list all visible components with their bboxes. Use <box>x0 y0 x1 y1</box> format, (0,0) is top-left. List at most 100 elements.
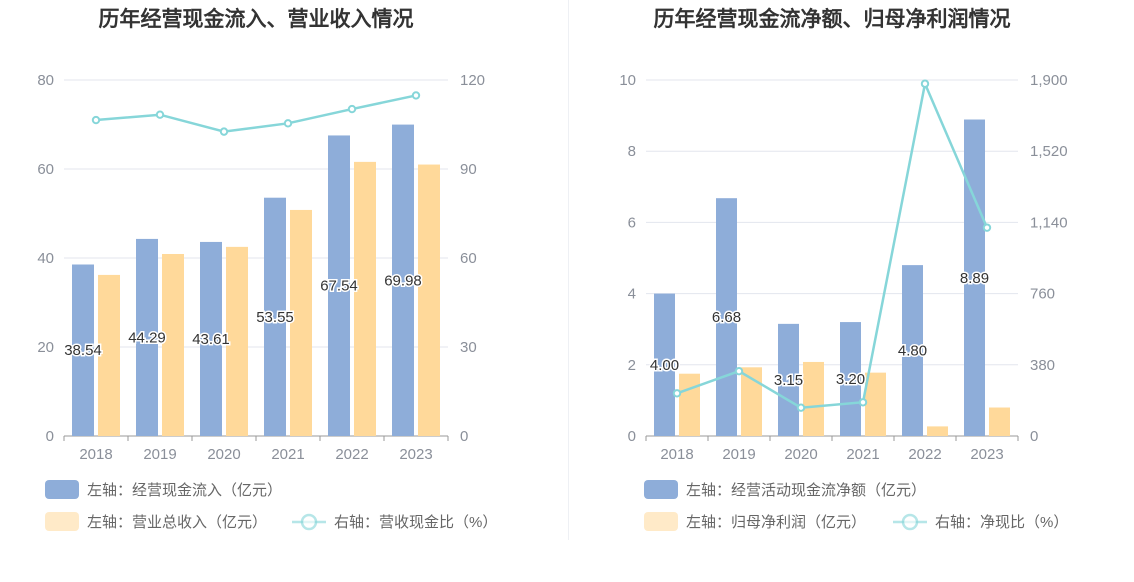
line-point <box>283 119 293 128</box>
bar-primary <box>654 293 675 436</box>
legend-swatch-point <box>300 513 318 531</box>
line-point <box>347 104 357 114</box>
bar-secondary <box>803 361 824 436</box>
series-line <box>676 79 989 409</box>
x-tick-label: 2020 <box>784 446 817 463</box>
bar-primary <box>964 119 985 437</box>
y-left-tick-label: 2 <box>628 357 636 374</box>
data-label: 38.54 <box>64 342 102 359</box>
bar-secondary <box>679 373 700 436</box>
bar-secondary <box>418 164 440 437</box>
series-line <box>95 94 417 133</box>
y-right-tick-label: 0 <box>460 428 468 445</box>
bar-primary <box>200 241 222 436</box>
bar-secondary <box>989 407 1010 436</box>
bar-primary <box>328 135 350 436</box>
data-label: 4.80 <box>898 343 927 360</box>
y-right-tick-label: 1,900 <box>1030 72 1068 89</box>
line-point <box>91 115 101 125</box>
data-label: 43.61 <box>192 331 230 348</box>
bar-primary <box>902 265 923 436</box>
legend-swatch-bar <box>45 512 79 531</box>
x-tick-label: 2023 <box>399 446 432 463</box>
bar-secondary <box>927 426 948 436</box>
line-point <box>672 389 682 398</box>
bar-primary <box>72 264 94 436</box>
chart-title: 历年经营现金流入、营业收入情况 <box>99 7 414 31</box>
data-label: 4.00 <box>650 357 679 374</box>
line-point <box>734 366 744 376</box>
panel-divider <box>568 0 569 540</box>
bar-primary <box>264 197 286 436</box>
chart-left: 历年经营现金流入、营业收入情况 0 20 40 60 80 0 30 60 90 120 2018 20… <box>37 7 497 531</box>
line-point <box>219 127 229 136</box>
legend-label: 右轴：净现比（%） <box>935 514 1068 531</box>
x-tick-label: 2019 <box>722 446 755 463</box>
y-left-tick-label: 6 <box>628 214 636 231</box>
y-right-tick-label: 30 <box>460 339 477 356</box>
bar-primary <box>136 238 158 436</box>
line-point <box>411 91 421 100</box>
bar-secondary <box>226 246 248 436</box>
legend-swatch-bar <box>45 480 79 499</box>
x-tick-label: 2018 <box>660 446 693 463</box>
legend-swatch-bar <box>644 480 678 499</box>
data-label: 69.98 <box>384 272 422 289</box>
x-tick-label: 2021 <box>271 446 304 463</box>
bar-primary <box>840 322 861 436</box>
x-tick-label: 2022 <box>908 446 941 463</box>
line-point <box>982 223 992 232</box>
chart-panel-right: 历年经营现金流净额、归母净利润情况 0 2 4 6 8 10 0 380 760 1,140 1,52… <box>568 0 1134 582</box>
line-point <box>155 110 165 119</box>
data-label: 44.29 <box>128 329 166 346</box>
data-label: 6.68 <box>712 309 741 326</box>
line-point <box>858 398 868 407</box>
legend-label: 左轴：营业总收入（亿元） <box>87 514 267 531</box>
bar-secondary <box>741 367 762 436</box>
y-right-tick-label: 1,140 <box>1030 214 1068 231</box>
line-point <box>920 79 930 88</box>
chart-title: 历年经营现金流净额、归母净利润情况 <box>654 7 1011 31</box>
legend-label: 左轴：经营活动现金流净额（亿元） <box>686 482 926 499</box>
legend-swatch-bar <box>644 512 678 531</box>
x-tick-label: 2020 <box>207 446 240 463</box>
data-label: 3.20 <box>836 371 865 388</box>
y-right-tick-label: 380 <box>1030 357 1055 374</box>
x-tick-label: 2022 <box>335 446 368 463</box>
y-right-tick-label: 90 <box>460 161 477 178</box>
y-left-tick-label: 8 <box>628 143 636 160</box>
legend-label: 右轴：营收现金比（%） <box>334 514 497 531</box>
x-tick-label: 2018 <box>79 446 112 463</box>
y-left-tick-label: 60 <box>37 161 54 178</box>
x-tick-label: 2023 <box>970 446 1003 463</box>
y-left-tick-label: 20 <box>37 339 54 356</box>
y-right-tick-label: 60 <box>460 250 477 267</box>
y-right-tick-label: 120 <box>460 72 485 89</box>
legend-swatch-point <box>901 513 919 531</box>
bar-primary <box>778 323 799 436</box>
y-right-tick-label: 0 <box>1030 428 1038 445</box>
x-tick-label: 2019 <box>143 446 176 463</box>
bar-secondary <box>162 253 184 436</box>
data-label: 8.89 <box>960 270 989 287</box>
y-right-tick-label: 760 <box>1030 286 1055 303</box>
legend-label: 左轴：归母净利润（亿元） <box>686 514 866 531</box>
y-left-tick-label: 0 <box>628 428 636 445</box>
y-left-tick-label: 10 <box>619 72 636 89</box>
chart-right: 历年经营现金流净额、归母净利润情况 0 2 4 6 8 10 0 380 760 1,140 1,52… <box>619 7 1068 531</box>
y-left-tick-label: 0 <box>46 428 54 445</box>
legend-label: 左轴：经营现金流入（亿元） <box>87 482 282 499</box>
bar-secondary <box>98 274 120 436</box>
data-label: 67.54 <box>320 278 358 295</box>
line-point <box>796 403 806 412</box>
data-label: 3.15 <box>774 372 803 389</box>
bar-primary <box>392 124 414 437</box>
bar-secondary <box>354 161 376 436</box>
chart-panel-left: 历年经营现金流入、营业收入情况 0 20 40 60 80 0 30 60 90 120 2018 20… <box>37 7 497 531</box>
y-left-tick-label: 80 <box>37 72 54 89</box>
data-label: 53.55 <box>256 309 294 326</box>
bar-secondary <box>290 209 312 436</box>
y-right-tick-label: 1,520 <box>1030 143 1068 160</box>
x-tick-label: 2021 <box>846 446 879 463</box>
y-left-tick-label: 40 <box>37 250 54 267</box>
